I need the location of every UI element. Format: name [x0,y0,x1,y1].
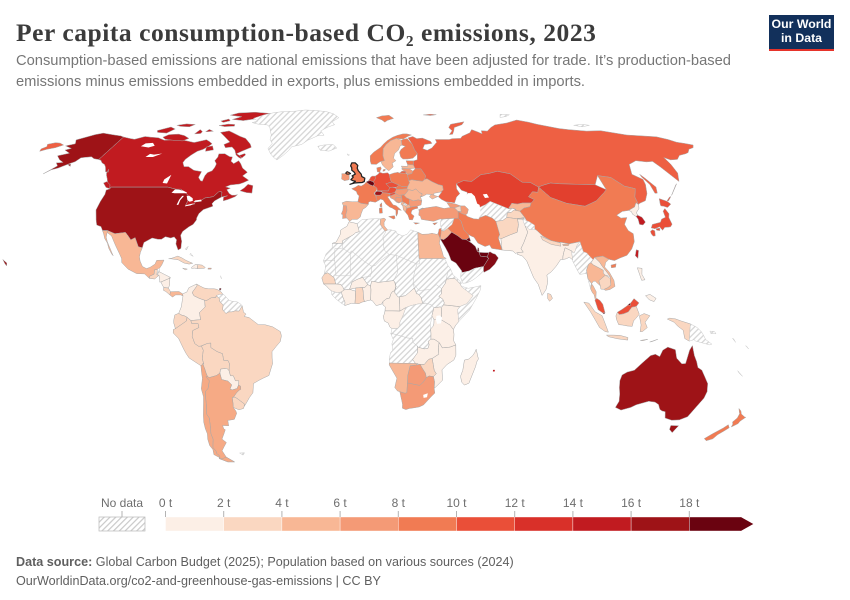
svg-text:10 t: 10 t [446,496,467,510]
svg-text:14 t: 14 t [563,496,584,510]
svg-text:16 t: 16 t [621,496,642,510]
svg-text:0 t: 0 t [159,496,173,510]
svg-text:18 t: 18 t [679,496,700,510]
svg-text:12 t: 12 t [505,496,526,510]
svg-text:No data: No data [101,496,143,510]
svg-text:8 t: 8 t [392,496,406,510]
svg-text:2 t: 2 t [217,496,231,510]
svg-text:6 t: 6 t [333,496,347,510]
svg-text:4 t: 4 t [275,496,289,510]
